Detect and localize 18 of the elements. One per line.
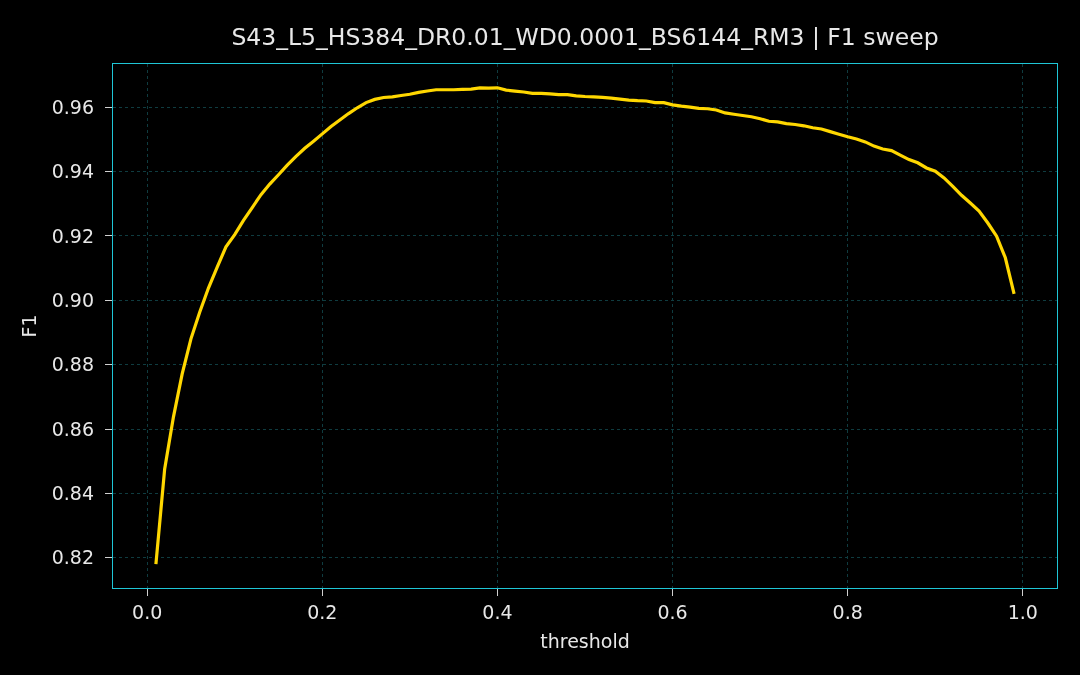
y-tick-label: 0.90 [51, 288, 95, 311]
y-tick-label: 0.96 [51, 95, 95, 118]
x-tick-label: 0.4 [482, 600, 513, 623]
x-tick-label: 0.8 [832, 600, 863, 623]
y-tick-label: 0.92 [51, 224, 95, 247]
x-tick-label: 0.0 [132, 600, 163, 623]
y-tick-label: 0.84 [51, 482, 95, 505]
y-tick-label: 0.82 [51, 546, 95, 569]
y-tick-label: 0.88 [51, 353, 95, 376]
x-tick-label: 0.2 [307, 600, 338, 623]
x-tick-label: 1.0 [1007, 600, 1038, 623]
x-tick-label: 0.6 [657, 600, 688, 623]
y-axis-title: F1 [17, 314, 40, 338]
y-tick-label: 0.86 [51, 417, 95, 440]
line-series [154, 86, 1016, 566]
y-tick-label: 0.94 [51, 160, 95, 183]
chart-title: S43_L5_HS384_DR0.01_WD0.0001_BS6144_RM3 | F1 sweep [231, 23, 939, 52]
x-axis-title: threshold [540, 629, 630, 652]
